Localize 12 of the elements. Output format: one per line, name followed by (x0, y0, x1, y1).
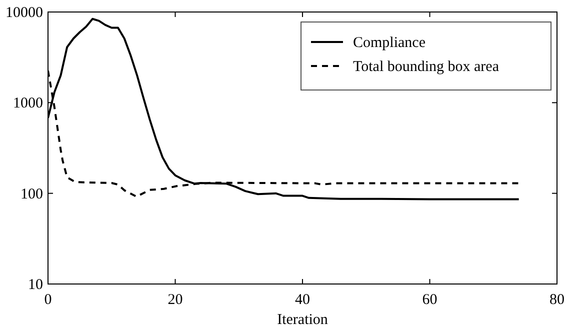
x-tick-label: 40 (295, 292, 310, 308)
x-tick-label: 20 (168, 292, 183, 308)
y-tick-label: 10000 (6, 5, 43, 21)
x-tick-label: 80 (550, 292, 564, 308)
y-tick-label: 100 (20, 186, 43, 202)
x-tick-label: 0 (44, 292, 52, 308)
y-tick-label: 10 (28, 277, 43, 293)
legend-label: Compliance (353, 35, 426, 51)
x-axis-title: Iteration (277, 312, 328, 328)
x-tick-label: 60 (422, 292, 438, 308)
legend-label: Total bounding box area (353, 59, 500, 75)
y-tick-label: 1000 (13, 96, 43, 112)
